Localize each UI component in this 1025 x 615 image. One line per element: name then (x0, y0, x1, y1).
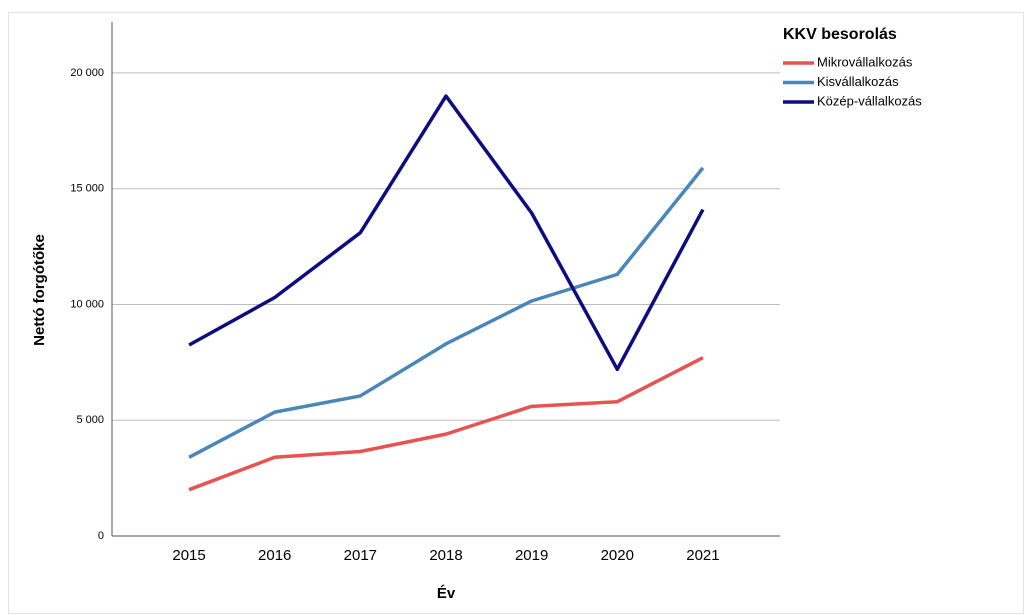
y-tick-label: 10 000 (70, 298, 104, 310)
y-tick-label: 15 000 (70, 183, 104, 195)
legend-label: Közép-vállalkozás (817, 93, 922, 108)
frame (8, 12, 1024, 614)
line (188, 356, 704, 492)
x-tick-label: 2019 (515, 547, 548, 564)
x-tick-label: 2018 (429, 547, 462, 564)
x-tick-label: 2015 (172, 547, 205, 564)
x-tick-label: 2020 (601, 547, 634, 564)
y-tick-label: 0 (98, 530, 104, 542)
x-tick-label: 2016 (258, 547, 291, 564)
x-tick-label: 2017 (344, 547, 377, 564)
x-tick-label: 2021 (686, 547, 719, 564)
line (188, 166, 705, 459)
legend-label: Kisvállalkozás (817, 74, 899, 89)
y-tick-label: 5 000 (76, 414, 104, 426)
legend-label: Mikrovállalkozás (817, 54, 913, 69)
x-axis-label: Év (437, 585, 456, 602)
legend-title: KKV besorolás (783, 26, 897, 43)
line (188, 94, 705, 372)
y-axis-label: Nettó forgótőke (31, 234, 48, 346)
y-tick-label: 20 000 (70, 67, 104, 79)
